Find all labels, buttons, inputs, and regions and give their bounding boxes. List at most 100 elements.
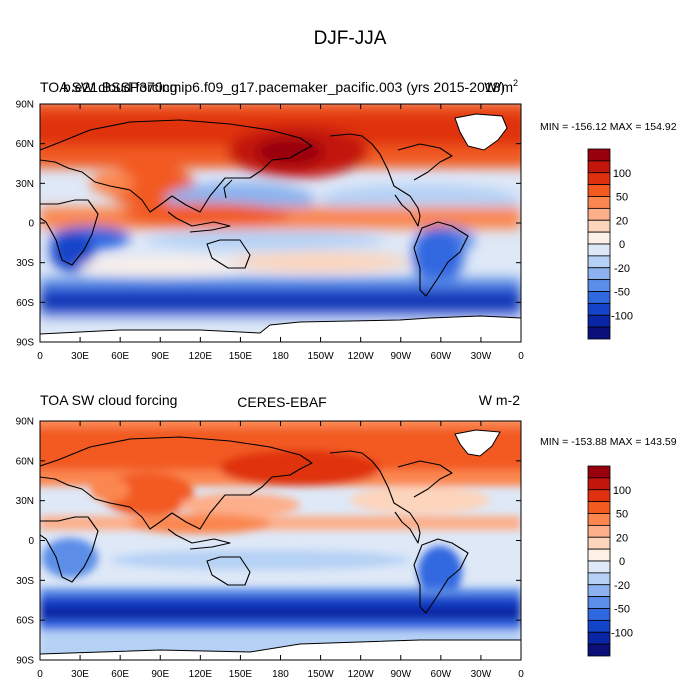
colorbar-label: 100 <box>613 485 631 497</box>
panel-1-colorbar-boxes <box>587 148 611 340</box>
panel-1-units: W/m2 <box>484 78 518 95</box>
x-tick-label: 90E <box>151 351 169 362</box>
colorbar-box <box>587 326 611 340</box>
colorbar-box <box>587 267 611 281</box>
colorbar-box <box>587 196 611 209</box>
panel-1-x-ticks: 0 30E 60E 90E 120E 150E 180 150W 120W 90W 60W 30W 0 <box>37 104 524 362</box>
colorbar-box <box>587 148 611 162</box>
colorbar-box <box>587 172 611 186</box>
panel-2-y-ticks: 90N 60N 30N 0 30S 60S 90S <box>16 417 521 667</box>
x-tick-label: 120E <box>189 351 213 362</box>
colorbar-box <box>587 631 611 645</box>
colorbar-box <box>587 584 611 598</box>
x-tick-label: 30E <box>71 669 89 680</box>
colorbar-box <box>587 608 611 621</box>
x-tick-label: 0 <box>37 669 43 680</box>
x-tick-label: 60E <box>111 669 129 680</box>
x-tick-label: 180 <box>272 351 289 362</box>
panel-2: TOA SW cloud forcing CERES-EBAF W m-2 <box>16 392 677 680</box>
y-tick-label: 60N <box>16 139 34 150</box>
y-tick-label: 60N <box>16 456 34 467</box>
colorbar-label: 0 <box>619 556 625 568</box>
y-tick-label: 0 <box>28 536 34 547</box>
y-tick-label: 90N <box>16 100 34 111</box>
x-tick-label: 60E <box>111 351 129 362</box>
y-tick-label: 30N <box>16 496 34 507</box>
panel-1-frame: 90N 60N 30N 0 30S 60S 90S 0 30E 60E 90E 120E 150E 18… <box>16 100 525 363</box>
x-tick-label: 120E <box>189 669 213 680</box>
x-tick-label: 60W <box>431 351 452 362</box>
x-tick-label: 0 <box>37 351 43 362</box>
colorbar-box <box>587 596 611 609</box>
x-tick-label: 0 <box>518 669 524 680</box>
y-tick-label: 60S <box>16 298 34 309</box>
colorbar-label: -100 <box>611 627 633 639</box>
x-tick-label: 90E <box>151 669 169 680</box>
colorbar-box <box>587 243 611 257</box>
panel-1-color-field <box>40 104 521 342</box>
x-tick-label: 120W <box>348 669 375 680</box>
greenland <box>454 429 501 457</box>
x-tick-label: 30E <box>71 351 89 362</box>
x-tick-label: 150W <box>308 351 335 362</box>
panel-1-colorbar-labels: 100 50 20 0 -20 -50 -100 <box>611 168 633 323</box>
x-tick-label: 30W <box>471 669 492 680</box>
panel-1-colorbar: MIN = -156.12 MAX = 154.92 100 50 20 0 -20 -5… <box>540 121 677 340</box>
colorbar-label: -20 <box>614 263 630 275</box>
panel-1-y-ticks: 90N 60N 30N 0 30S 60S 90S <box>16 100 521 349</box>
y-tick-label: 30N <box>16 179 34 190</box>
x-tick-label: 90W <box>390 669 411 680</box>
colorbar-box <box>587 219 611 233</box>
colorbar-box <box>587 255 611 269</box>
colorbar-box <box>587 207 611 221</box>
x-tick-label: 150E <box>229 669 253 680</box>
colorbar-box <box>587 314 611 328</box>
colorbar-label: -20 <box>614 580 630 592</box>
colorbar-box <box>587 489 611 503</box>
panel-2-colorbar-labels: 100 50 20 0 -20 -50 -100 <box>611 485 633 640</box>
panel-2-coastlines <box>40 436 469 614</box>
x-tick-label: 120W <box>348 351 375 362</box>
colorbar-box <box>587 572 611 586</box>
y-tick-label: 90S <box>16 656 34 667</box>
panel-1-min-max: MIN = -156.12 MAX = 154.92 <box>540 121 677 133</box>
x-tick-label: 0 <box>518 351 524 362</box>
colorbar-box <box>587 524 611 538</box>
colorbar-label: -100 <box>611 310 633 322</box>
panel-2-min-max: MIN = -153.88 MAX = 143.59 <box>540 436 677 448</box>
panel-2-center-title: CERES-EBAF <box>237 394 326 410</box>
y-tick-label: 60S <box>16 616 34 627</box>
colorbar-label: 20 <box>616 215 628 227</box>
colorbar-box <box>587 291 611 304</box>
colorbar-box <box>587 536 611 550</box>
x-tick-label: 150E <box>229 351 253 362</box>
panel-2-colorbar-boxes <box>587 465 611 657</box>
colorbar-box <box>587 231 611 245</box>
x-tick-label: 30W <box>471 351 492 362</box>
panel-1-coastlines <box>40 119 469 297</box>
panel-1-center-title: b.e21.BSSP370cmip6.f09_g17.pacemaker_pac… <box>63 79 505 95</box>
x-tick-label: 90W <box>390 351 411 362</box>
colorbar-box <box>587 643 611 657</box>
colorbar-label: -50 <box>614 604 630 616</box>
colorbar-box <box>587 548 611 562</box>
figure-title: DJF-JJA <box>314 28 387 49</box>
panel-2-colorbar: MIN = -153.88 MAX = 143.59 100 50 20 0 -20 -5… <box>540 436 677 657</box>
colorbar-label: 20 <box>616 532 628 544</box>
colorbar-box <box>587 560 611 574</box>
panel-1-left-title: TOA SW cloud forcing <box>40 79 177 95</box>
y-tick-label: 90S <box>16 338 34 349</box>
colorbar-box <box>587 501 611 514</box>
colorbar-box <box>587 302 611 316</box>
panel-2-frame: 90N 60N 30N 0 30S 60S 90S 0 30E 60E 90E 120E 150E 18… <box>16 417 525 681</box>
panel-1: TOA SW cloud forcing b.e21.BSSP370cmip6.… <box>16 78 677 362</box>
colorbar-label: 100 <box>613 168 631 180</box>
greenland <box>454 113 508 151</box>
colorbar-box <box>587 160 611 174</box>
y-tick-label: 30S <box>16 576 34 587</box>
colorbar-box <box>587 465 611 479</box>
colorbar-label: 0 <box>619 239 625 251</box>
x-tick-label: 180 <box>272 669 289 680</box>
y-tick-label: 30S <box>16 258 34 269</box>
